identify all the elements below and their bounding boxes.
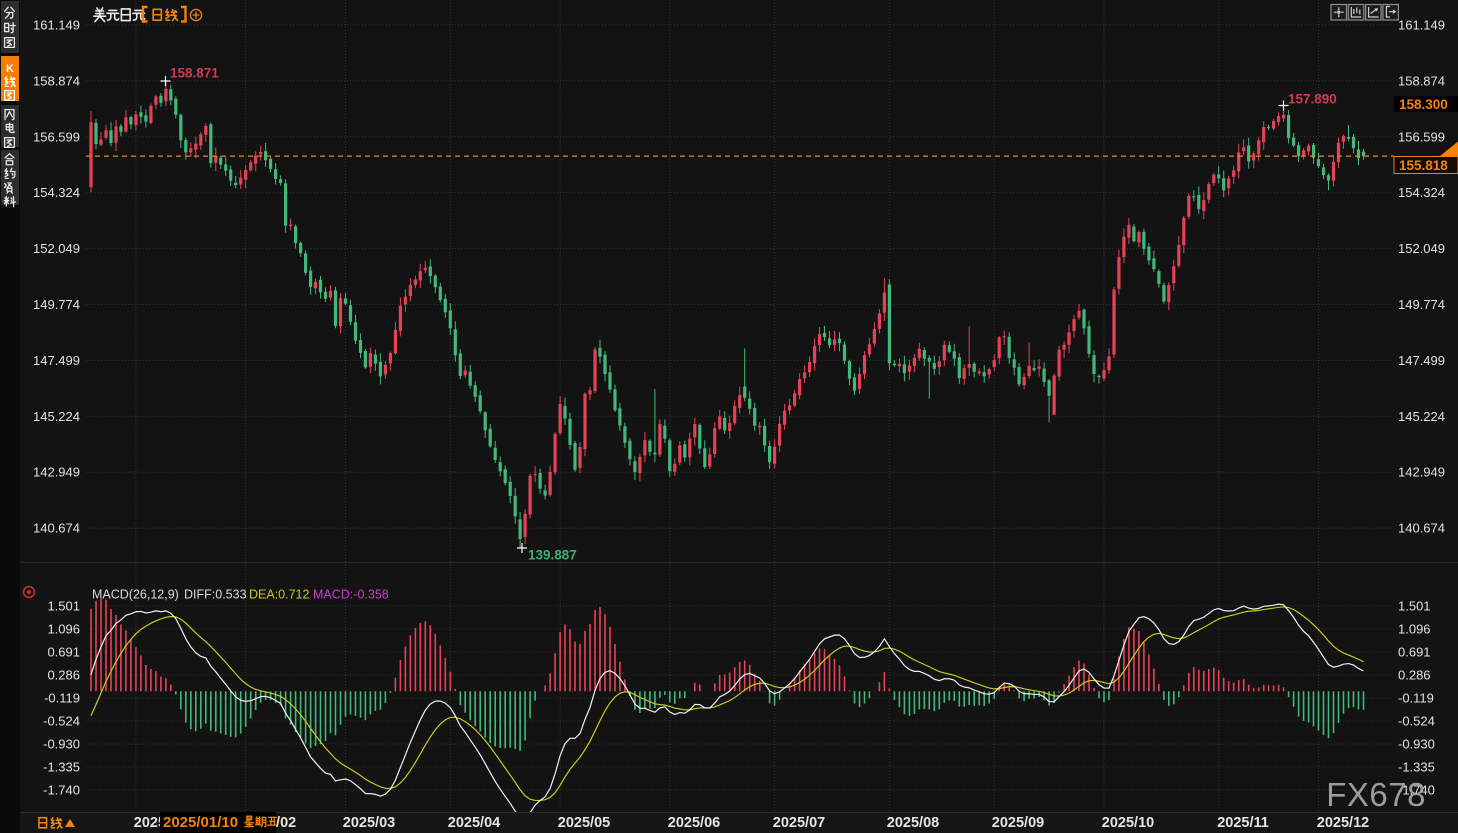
svg-text:-1.335: -1.335 <box>1398 760 1435 775</box>
svg-text:2025/04: 2025/04 <box>448 815 500 831</box>
svg-text:-1.740: -1.740 <box>1398 783 1435 798</box>
svg-text:0.691: 0.691 <box>1398 644 1431 659</box>
svg-text:MACD(26,12,9): MACD(26,12,9) <box>92 588 179 602</box>
svg-text:158.874: 158.874 <box>1398 73 1445 88</box>
svg-text:149.774: 149.774 <box>1398 297 1445 312</box>
svg-text:152.049: 152.049 <box>1398 241 1445 256</box>
svg-text:K: K <box>6 63 14 75</box>
svg-text:139.887: 139.887 <box>528 548 577 563</box>
svg-text:2025/08: 2025/08 <box>887 815 939 831</box>
svg-text:1.096: 1.096 <box>1398 621 1431 636</box>
svg-text:-0.930: -0.930 <box>43 737 80 752</box>
svg-text:-0.930: -0.930 <box>1398 737 1435 752</box>
svg-text:-0.119: -0.119 <box>1398 691 1434 706</box>
svg-text:145.224: 145.224 <box>33 409 80 424</box>
svg-text:145.224: 145.224 <box>1398 409 1445 424</box>
svg-text:2025/03: 2025/03 <box>343 815 395 831</box>
svg-text:156.599: 156.599 <box>33 129 80 144</box>
svg-text:2025/01/10: 2025/01/10 <box>163 814 238 831</box>
svg-text:147.499: 147.499 <box>33 353 80 368</box>
svg-text:0.286: 0.286 <box>1398 667 1431 682</box>
svg-text:1.501: 1.501 <box>1398 598 1431 613</box>
svg-text:DIFF:0.533: DIFF:0.533 <box>184 588 247 602</box>
svg-text:161.149: 161.149 <box>1398 18 1445 33</box>
svg-text:0.691: 0.691 <box>47 644 80 659</box>
svg-text:154.324: 154.324 <box>1398 185 1445 200</box>
svg-text:-0.524: -0.524 <box>1398 714 1435 729</box>
svg-text:158.300: 158.300 <box>1399 97 1448 112</box>
svg-text:161.149: 161.149 <box>33 18 80 33</box>
svg-text:155.818: 155.818 <box>1399 158 1448 173</box>
svg-text:158.874: 158.874 <box>33 73 80 88</box>
svg-text:-1.335: -1.335 <box>43 760 80 775</box>
svg-text:2025/07: 2025/07 <box>773 815 825 831</box>
svg-text:2025/06: 2025/06 <box>668 815 720 831</box>
svg-text:2025/12: 2025/12 <box>1317 815 1369 831</box>
svg-text:147.499: 147.499 <box>1398 353 1445 368</box>
svg-text:142.949: 142.949 <box>1398 465 1445 480</box>
svg-text:2025/05: 2025/05 <box>558 815 610 831</box>
svg-text:DEA:0.712: DEA:0.712 <box>249 588 310 602</box>
svg-text:152.049: 152.049 <box>33 241 80 256</box>
svg-text:154.324: 154.324 <box>33 185 80 200</box>
svg-text:2025/11: 2025/11 <box>1217 815 1269 831</box>
svg-text:140.674: 140.674 <box>33 521 80 536</box>
svg-text:-0.119: -0.119 <box>44 691 80 706</box>
svg-text:0.286: 0.286 <box>47 667 80 682</box>
svg-text:142.949: 142.949 <box>33 465 80 480</box>
svg-text:1.501: 1.501 <box>47 598 80 613</box>
svg-text:-1.740: -1.740 <box>43 783 80 798</box>
svg-text:2025/09: 2025/09 <box>992 815 1044 831</box>
svg-text:156.599: 156.599 <box>1398 129 1445 144</box>
svg-text:-0.524: -0.524 <box>43 714 80 729</box>
svg-text:140.674: 140.674 <box>1398 521 1445 536</box>
svg-text:2025/10: 2025/10 <box>1102 815 1154 831</box>
svg-text:FX678: FX678 <box>1326 776 1426 813</box>
svg-text:1.096: 1.096 <box>47 621 80 636</box>
svg-text:157.890: 157.890 <box>1288 92 1337 107</box>
svg-text:149.774: 149.774 <box>33 297 80 312</box>
svg-text:MACD:-0.358: MACD:-0.358 <box>313 588 389 602</box>
svg-text:158.871: 158.871 <box>170 66 219 81</box>
